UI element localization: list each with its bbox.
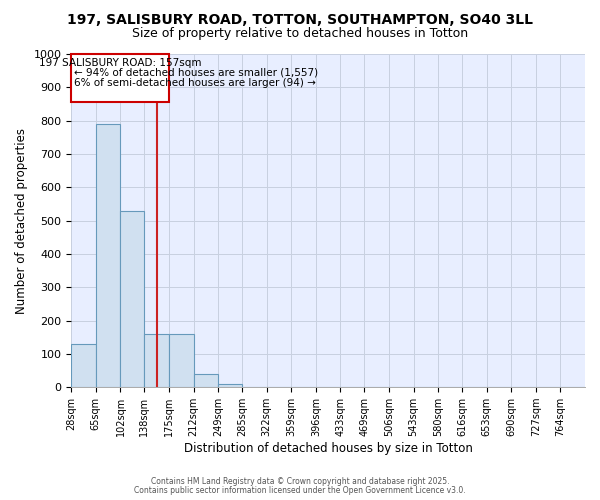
Text: 197 SALISBURY ROAD: 157sqm: 197 SALISBURY ROAD: 157sqm bbox=[39, 58, 202, 68]
Bar bbox=[71, 344, 96, 387]
Text: Size of property relative to detached houses in Totton: Size of property relative to detached ho… bbox=[132, 28, 468, 40]
Bar bbox=[145, 334, 169, 387]
Bar bbox=[96, 124, 121, 387]
Text: ← 94% of detached houses are smaller (1,557): ← 94% of detached houses are smaller (1,… bbox=[74, 68, 318, 78]
Bar bbox=[194, 374, 218, 387]
Y-axis label: Number of detached properties: Number of detached properties bbox=[15, 128, 28, 314]
Bar bbox=[218, 384, 242, 387]
Bar bbox=[121, 210, 145, 387]
FancyBboxPatch shape bbox=[71, 54, 169, 102]
Text: 6% of semi-detached houses are larger (94) →: 6% of semi-detached houses are larger (9… bbox=[74, 78, 316, 88]
Text: 197, SALISBURY ROAD, TOTTON, SOUTHAMPTON, SO40 3LL: 197, SALISBURY ROAD, TOTTON, SOUTHAMPTON… bbox=[67, 12, 533, 26]
Text: Contains HM Land Registry data © Crown copyright and database right 2025.: Contains HM Land Registry data © Crown c… bbox=[151, 477, 449, 486]
Text: Contains public sector information licensed under the Open Government Licence v3: Contains public sector information licen… bbox=[134, 486, 466, 495]
X-axis label: Distribution of detached houses by size in Totton: Distribution of detached houses by size … bbox=[184, 442, 473, 455]
Bar bbox=[169, 334, 194, 387]
